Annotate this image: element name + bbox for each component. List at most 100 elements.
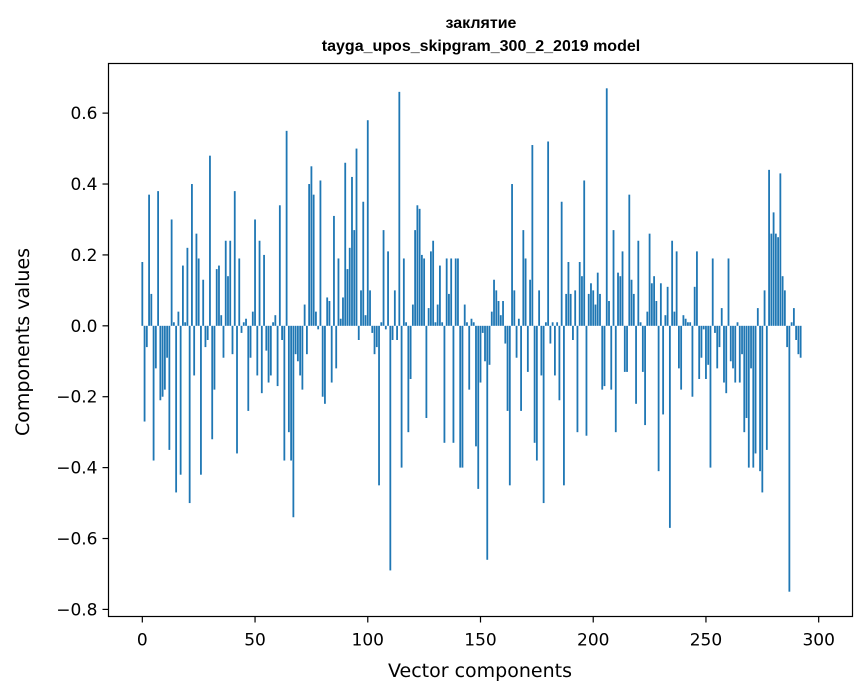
bar	[152, 325, 155, 461]
bar	[346, 269, 349, 326]
bar	[490, 311, 493, 326]
bar	[468, 325, 471, 390]
y-tick-label: 0.4	[70, 175, 97, 195]
bar	[233, 191, 236, 326]
bar	[581, 276, 583, 326]
bar	[351, 176, 353, 326]
bar	[569, 293, 572, 326]
bar	[750, 325, 752, 369]
bar	[308, 184, 311, 326]
x-tick-label: 250	[690, 631, 722, 651]
bar	[517, 318, 520, 326]
bar	[549, 325, 552, 344]
bar	[357, 325, 360, 340]
y-axis-label: Components values	[12, 248, 34, 436]
bar	[353, 230, 356, 326]
bar	[209, 155, 211, 326]
bar	[659, 283, 662, 326]
bar	[504, 325, 507, 344]
bar	[734, 325, 737, 383]
bar	[770, 233, 773, 326]
bar	[177, 311, 180, 326]
bar	[382, 230, 385, 326]
bar	[416, 205, 419, 326]
bar	[617, 272, 619, 326]
bar	[369, 290, 371, 326]
bars-group	[141, 88, 802, 592]
bar	[529, 279, 531, 326]
bar	[689, 322, 692, 326]
bar	[387, 251, 389, 326]
bar	[211, 325, 214, 440]
bar	[172, 322, 175, 326]
bar	[202, 279, 205, 326]
bar	[797, 325, 800, 355]
bar	[407, 325, 410, 433]
bar	[488, 325, 491, 365]
bar	[249, 325, 252, 358]
bar	[709, 325, 712, 468]
bar	[182, 265, 184, 326]
bar	[608, 301, 610, 326]
bar	[675, 251, 678, 326]
y-tick-label: −0.2	[56, 388, 97, 408]
bar	[405, 322, 407, 326]
bar	[506, 325, 509, 411]
bar	[414, 230, 417, 326]
bar	[283, 325, 286, 461]
bar	[418, 208, 421, 326]
bar	[321, 325, 324, 397]
bar	[466, 322, 468, 326]
bar	[292, 325, 295, 518]
bar	[725, 325, 728, 394]
y-axis-ticks: −0.8 −0.6 −0.4 −0.2 0.0 0.2 0.4 0.6	[56, 104, 109, 620]
bar	[524, 258, 527, 326]
bar	[592, 290, 595, 326]
bar	[337, 258, 340, 326]
bar	[639, 322, 642, 326]
bar	[373, 325, 376, 355]
bar	[637, 240, 640, 326]
bar	[765, 325, 768, 450]
chart-subtitle: tayga_upos_skipgram_300_2_2019 model	[322, 38, 640, 55]
bar	[711, 258, 714, 326]
bar	[574, 290, 577, 326]
y-tick-label: 0.0	[70, 317, 97, 337]
bar	[563, 325, 565, 486]
bar	[145, 325, 148, 348]
bar	[475, 325, 477, 447]
x-axis-ticks: 0 50 100 150 200 250 300	[137, 616, 835, 651]
bar	[533, 325, 536, 443]
bar	[646, 311, 649, 326]
bar	[157, 191, 159, 326]
bar	[693, 286, 696, 326]
y-tick-label: −0.4	[56, 459, 97, 479]
x-axis-label: Vector components	[388, 660, 572, 682]
bar	[558, 325, 561, 401]
bar	[666, 286, 669, 326]
bar	[348, 247, 351, 326]
y-tick-label: 0.2	[70, 246, 97, 266]
bar	[215, 269, 218, 326]
bar	[290, 325, 293, 461]
bar	[220, 315, 223, 326]
bar	[472, 322, 475, 326]
bar	[747, 325, 750, 468]
bar	[626, 325, 628, 372]
bar	[450, 258, 453, 326]
bar	[141, 262, 144, 326]
chart-title: заклятие	[446, 15, 517, 32]
bar	[434, 322, 437, 326]
bar	[170, 219, 173, 326]
bar	[644, 325, 646, 426]
bar	[603, 325, 606, 387]
bar	[720, 308, 723, 326]
bar	[621, 251, 624, 326]
bar	[427, 308, 430, 326]
bar	[222, 325, 225, 358]
bar	[276, 325, 279, 387]
bar	[781, 276, 784, 326]
bar	[324, 325, 326, 404]
x-tick-label: 150	[464, 631, 496, 651]
bar	[301, 325, 304, 390]
